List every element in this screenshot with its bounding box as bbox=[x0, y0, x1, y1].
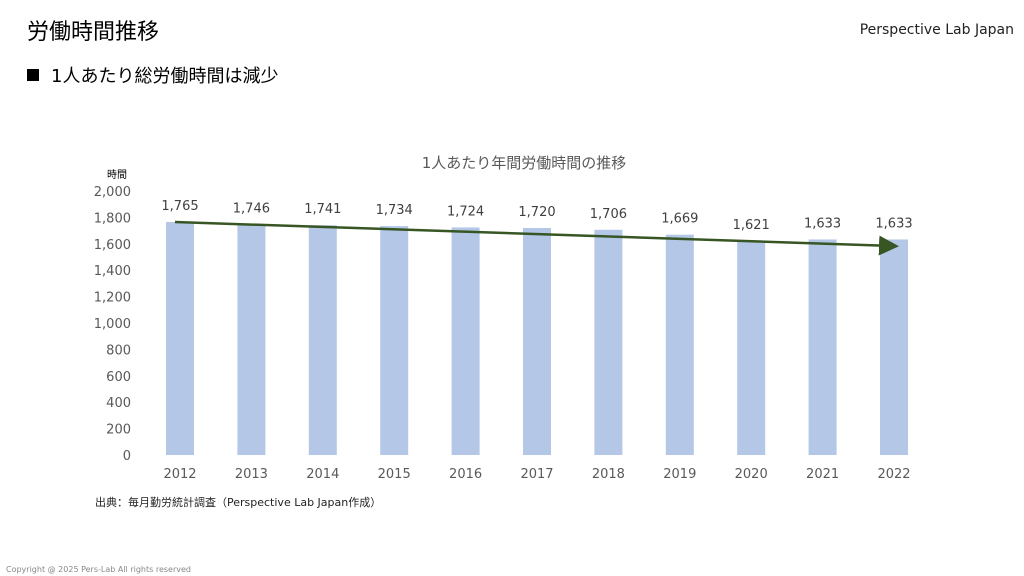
y-tick-label: 1,400 bbox=[94, 264, 131, 279]
x-tick-label: 2022 bbox=[877, 467, 910, 482]
y-tick-label: 200 bbox=[106, 423, 131, 438]
bar bbox=[166, 222, 194, 455]
y-tick-label: 800 bbox=[106, 343, 131, 358]
x-tick-label: 2019 bbox=[663, 467, 696, 482]
y-tick-label: 2,000 bbox=[94, 185, 131, 200]
data-label: 1,706 bbox=[590, 207, 627, 222]
x-tick-label: 2021 bbox=[806, 467, 839, 482]
bar bbox=[665, 234, 694, 455]
y-tick-label: 1,000 bbox=[94, 317, 131, 332]
y-axis-label: 時間 bbox=[107, 169, 127, 181]
y-tick-label: 1,600 bbox=[94, 238, 131, 253]
bar bbox=[808, 239, 837, 455]
bar bbox=[880, 239, 908, 455]
bar bbox=[523, 227, 551, 455]
data-label: 1,765 bbox=[161, 199, 198, 214]
bar bbox=[380, 226, 409, 455]
x-tick-label: 2014 bbox=[306, 467, 339, 482]
trend-arrow bbox=[174, 220, 899, 256]
brand-name: Perspective Lab Japan bbox=[859, 22, 1014, 38]
y-tick-label: 600 bbox=[106, 370, 131, 385]
copyright: Copyright @ 2025 Pers-Lab All rights res… bbox=[6, 565, 191, 574]
y-tick-label: 1,200 bbox=[94, 291, 131, 306]
data-label: 1,724 bbox=[447, 204, 484, 219]
data-label: 1,669 bbox=[661, 212, 698, 227]
x-tick-label: 2017 bbox=[520, 467, 553, 482]
data-label: 1,621 bbox=[733, 218, 770, 233]
x-tick-label: 2015 bbox=[378, 467, 411, 482]
x-tick-label: 2012 bbox=[163, 467, 196, 482]
y-tick-label: 0 bbox=[123, 449, 131, 464]
page-title: 労働時間推移 bbox=[27, 20, 160, 45]
subtitle-text: 1人あたり総労働時間は減少 bbox=[51, 66, 279, 87]
source-note: 出典：毎月勤労統計調査（Perspective Lab Japan作成） bbox=[95, 496, 382, 509]
bar bbox=[594, 229, 623, 455]
data-label: 1,734 bbox=[376, 203, 413, 218]
data-label: 1,746 bbox=[233, 202, 270, 217]
bullet-square-icon bbox=[27, 69, 39, 81]
bar bbox=[308, 225, 337, 455]
y-tick-label: 1,800 bbox=[94, 211, 131, 226]
y-tick-label: 400 bbox=[106, 396, 131, 411]
section-subtitle: 1人あたり総労働時間は減少 bbox=[27, 62, 278, 88]
bar bbox=[737, 241, 766, 455]
data-label: 1,633 bbox=[875, 216, 912, 231]
x-tick-label: 2020 bbox=[735, 467, 768, 482]
data-label: 1,720 bbox=[518, 205, 555, 220]
x-tick-label: 2016 bbox=[449, 467, 482, 482]
x-tick-label: 2013 bbox=[235, 467, 268, 482]
x-tick-label: 2018 bbox=[592, 467, 625, 482]
data-label: 1,741 bbox=[304, 202, 341, 217]
bar bbox=[237, 224, 266, 455]
chart-title: 1人あたり年間労働時間の推移 bbox=[422, 154, 627, 172]
data-label: 1,633 bbox=[804, 216, 841, 231]
bar bbox=[451, 227, 480, 455]
